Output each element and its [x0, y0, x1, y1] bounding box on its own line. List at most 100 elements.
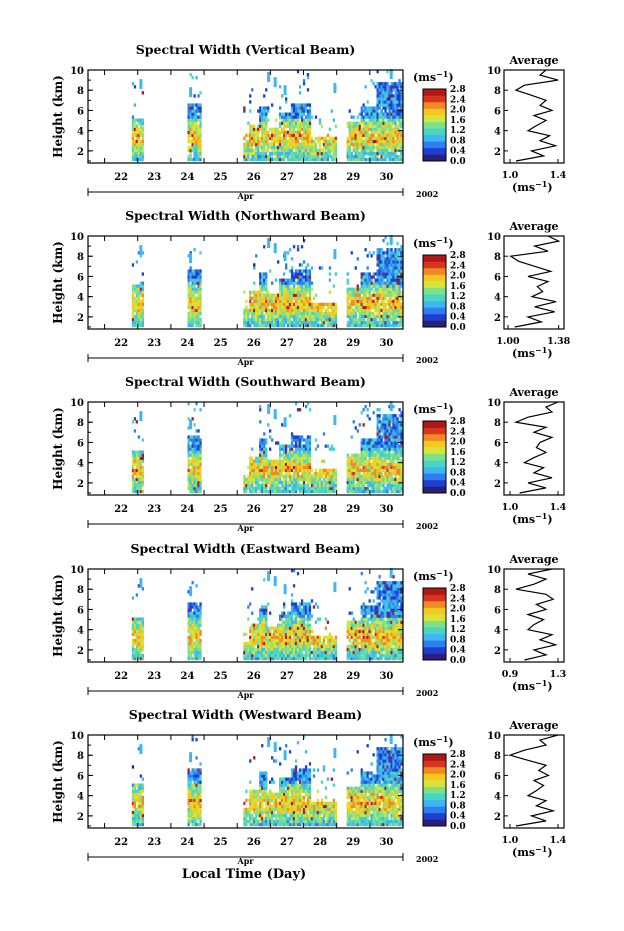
heatmap-cell: [133, 118, 137, 122]
heatmap-cell: [294, 453, 298, 457]
heatmap-cell: [346, 157, 349, 162]
heatmap-cell: [191, 656, 194, 661]
heatmap-cell: [306, 474, 310, 479]
heatmap-cell: [253, 623, 256, 627]
heatmap-cell: [265, 623, 268, 627]
profile-line: [514, 69, 559, 162]
heatmap-cell: [139, 462, 142, 466]
heatmap-cell: [281, 142, 284, 147]
heatmap-cell: [386, 471, 389, 476]
heatmap-cell: [133, 284, 137, 288]
heatmap-cell: [269, 269, 272, 273]
heatmap-cell: [386, 432, 389, 436]
heatmap-cell: [277, 462, 280, 466]
heatmap-cell: [308, 269, 312, 273]
heatmap-cell: [308, 486, 312, 491]
heatmap-cell: [364, 284, 367, 288]
heatmap-cell: [310, 302, 314, 306]
heatmap-cell: [298, 151, 302, 156]
heatmap-cell: [398, 275, 401, 279]
heatmap-cell: [286, 124, 290, 128]
heatmap-cell: [261, 302, 264, 306]
heatmap-cell: [362, 320, 365, 325]
heatmap-cell: [265, 130, 268, 134]
heatmap-cell: [362, 106, 365, 110]
heatmap-cell: [285, 263, 288, 267]
heatmap-cell: [374, 323, 377, 328]
heatmap-cell: [249, 296, 252, 300]
heatmap-cell: [296, 320, 300, 325]
heatmap-cell: [384, 94, 387, 98]
heatmap-cell: [197, 486, 200, 491]
heatmap-cell: [292, 272, 296, 276]
heatmap-cell: [380, 471, 383, 476]
heatmap-cell: [273, 151, 276, 156]
heatmap-cell: [346, 281, 349, 285]
heatmap-cell: [394, 462, 397, 466]
heatmap-cell: [187, 456, 190, 460]
heatmap-cell: [372, 112, 375, 116]
heatmap-cell: [269, 629, 272, 633]
heatmap-cell: [382, 151, 385, 156]
heatmap-cell: [298, 124, 302, 128]
heatmap-cell: [131, 474, 135, 479]
heatmap-cell: [257, 317, 260, 322]
heatmap-cell: [314, 305, 318, 310]
heatmap-cell: [133, 623, 137, 627]
heatmap-cell: [360, 157, 363, 162]
heatmap-cell: [352, 471, 355, 476]
heatmap-cell: [191, 474, 194, 479]
heatmap-cell: [133, 121, 137, 125]
heatmap-cell: [384, 474, 387, 479]
heatmap-cell: [257, 468, 260, 472]
heatmap-cell: [312, 305, 316, 310]
heatmap-cell: [259, 420, 262, 424]
heatmap-cell: [263, 444, 266, 448]
heatmap-cell: [390, 414, 393, 418]
heatmap-cell: [304, 124, 308, 128]
heatmap-cell: [394, 474, 397, 479]
heatmap-cell: [388, 314, 391, 319]
heatmap-cell: [271, 644, 274, 649]
heatmap-cell: [382, 100, 385, 104]
heatmap-cell: [374, 151, 377, 156]
heatmap-cell: [249, 130, 252, 134]
heatmap-cell: [288, 308, 292, 313]
heatmap-cell: [199, 614, 202, 618]
heatmap-cell: [261, 109, 264, 113]
heatmap-cell: [378, 275, 381, 279]
heatmap-cell: [265, 465, 268, 469]
panel-2: Spectral Width (Southward Beam)246810Hei…: [51, 374, 567, 533]
heatmap-cell: [350, 483, 353, 488]
heatmap-cell: [251, 320, 254, 325]
heatmap-cell: [362, 465, 365, 469]
heatmap-cell: [199, 608, 202, 612]
heatmap-cell: [298, 483, 302, 488]
heatmap-cell: [384, 266, 387, 270]
heatmap-cell: [388, 471, 391, 476]
heatmap-cell: [285, 480, 288, 485]
profile-y-tick-label: 10: [487, 398, 501, 409]
heatmap-cell: [269, 480, 272, 485]
heatmap-cell: [382, 239, 385, 243]
heatmap-cell: [398, 489, 401, 494]
heatmap-cell: [199, 453, 202, 457]
heatmap-cell: [362, 284, 365, 288]
heatmap-cell: [296, 112, 300, 116]
heatmap-cell: [382, 281, 385, 285]
heatmap-cell: [277, 623, 280, 627]
heatmap-cell: [314, 157, 318, 162]
heatmap-cell: [139, 302, 142, 306]
heatmap-cell: [394, 91, 397, 95]
heatmap-cell: [199, 142, 202, 147]
heatmap-cell: [285, 483, 288, 488]
heatmap-cell: [354, 317, 357, 322]
heatmap-cell: [283, 602, 286, 606]
heatmap-cell: [273, 638, 276, 643]
heatmap-cell: [382, 435, 385, 439]
heatmap-cell: [135, 139, 138, 144]
heatmap-cell: [141, 133, 144, 137]
heatmap-cell: [253, 489, 256, 494]
heatmap-cell: [356, 453, 359, 457]
heatmap-cell: [139, 154, 142, 159]
